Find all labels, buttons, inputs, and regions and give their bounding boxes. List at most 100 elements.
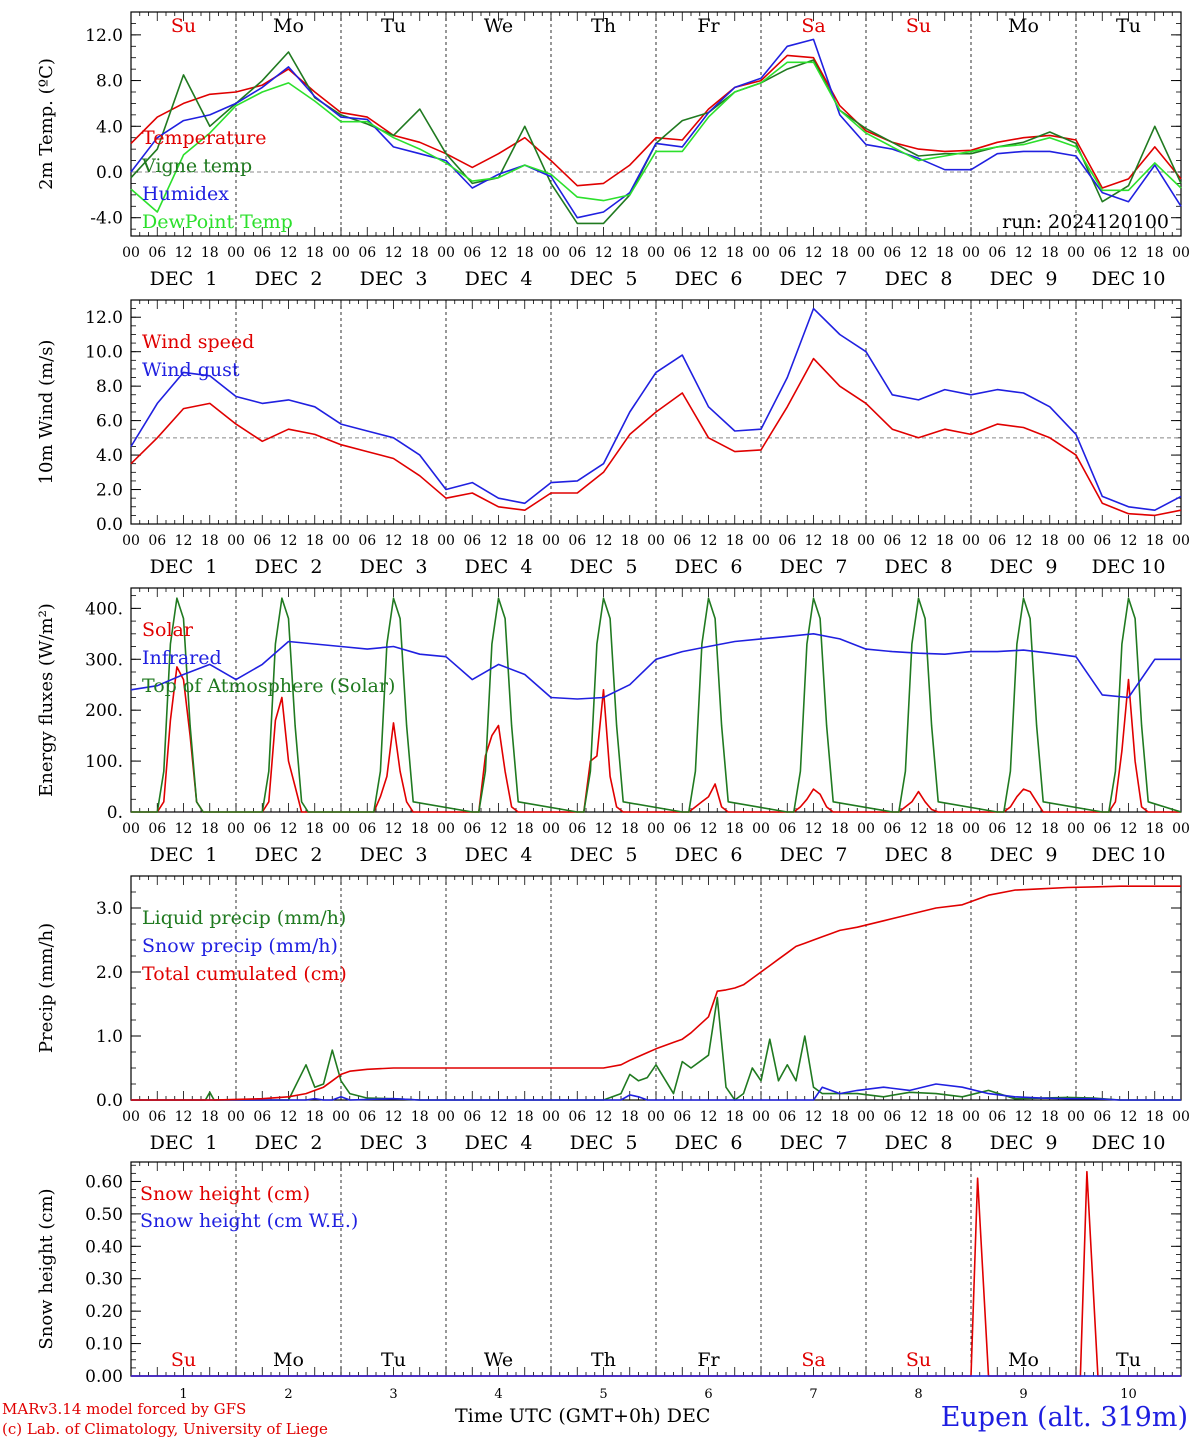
- hour-label: 18: [1146, 245, 1164, 261]
- hour-label: 18: [936, 533, 954, 549]
- day-number: 1: [179, 1387, 187, 1402]
- y-tick-label: 8.0: [96, 377, 123, 397]
- hour-label: 06: [778, 245, 796, 261]
- date-label: DEC 6: [675, 268, 743, 290]
- hour-label: 00: [752, 245, 770, 261]
- legend-entry: Snow height (cm): [140, 1183, 310, 1205]
- y-tick-label: 0.: [107, 803, 123, 823]
- hour-label: 06: [358, 821, 376, 837]
- hour-label: 12: [595, 1109, 613, 1125]
- hour-label: 18: [936, 245, 954, 261]
- hour-label: 00: [752, 533, 770, 549]
- hour-label: 18: [306, 821, 324, 837]
- hour-label: 18: [1041, 245, 1059, 261]
- y-tick-label: 0.00: [85, 1367, 123, 1387]
- date-label: DEC 2: [255, 1132, 323, 1154]
- hour-label: 06: [253, 821, 271, 837]
- date-label: DEC 1: [150, 556, 218, 578]
- hour-label: 06: [358, 245, 376, 261]
- hour-label: 18: [1146, 533, 1164, 549]
- hour-label: 12: [280, 1109, 298, 1125]
- hour-label: 00: [1172, 533, 1190, 549]
- hour-label: 00: [752, 821, 770, 837]
- panel-2: 0.0 2.0 4.0 6.0 8.0 10.0 12.0 10m Wind (m/s) Win…: [36, 299, 1190, 578]
- hour-label: 18: [201, 821, 219, 837]
- hour-label: 12: [385, 245, 403, 261]
- hour-label: 00: [227, 821, 245, 837]
- date-label: DEC 3: [360, 268, 428, 290]
- date-label: DEC 10: [1092, 268, 1166, 290]
- y-tick-label: 0.0: [96, 163, 123, 183]
- date-label: DEC 3: [360, 556, 428, 578]
- hour-label: 12: [1120, 533, 1138, 549]
- hour-label: 12: [280, 821, 298, 837]
- legend-entry: Wind gust: [142, 359, 240, 381]
- hour-label: 18: [621, 1109, 639, 1125]
- day-name: Su: [906, 15, 931, 37]
- hour-label: 12: [595, 821, 613, 837]
- day-number: 7: [809, 1387, 817, 1402]
- plot-frame: [130, 11, 1182, 237]
- hour-label: 12: [1015, 1109, 1033, 1125]
- hour-label: 06: [1093, 1109, 1111, 1125]
- y-tick-label: 0.30: [85, 1270, 123, 1290]
- hour-label: 00: [1172, 1109, 1190, 1125]
- hour-label: 00: [542, 533, 560, 549]
- hour-label: 12: [175, 821, 193, 837]
- hour-label: 06: [253, 245, 271, 261]
- y-tick-label: 8.0: [96, 72, 123, 92]
- series-dewpoint-temp: [130, 61, 1182, 213]
- hour-label: 12: [490, 1109, 508, 1125]
- y-tick-label: 400.: [85, 599, 123, 619]
- hour-label: 18: [831, 821, 849, 837]
- y-tick-label: 3.0: [96, 899, 123, 919]
- y-tick-label: 2.0: [96, 963, 123, 983]
- y-axis-label: Precip (mm/h): [36, 923, 57, 1053]
- hour-label: 00: [857, 821, 875, 837]
- hour-label: 12: [1120, 245, 1138, 261]
- hour-label: 18: [201, 533, 219, 549]
- hour-label: 06: [568, 533, 586, 549]
- hour-label: 12: [385, 821, 403, 837]
- hour-label: 18: [726, 1109, 744, 1125]
- hour-label: 00: [122, 1109, 140, 1125]
- hour-label: 00: [332, 1109, 350, 1125]
- legend-entry: Snow height (cm W.E.): [140, 1210, 358, 1232]
- hour-label: 12: [490, 533, 508, 549]
- hour-label: 00: [437, 533, 455, 549]
- hour-label: 12: [595, 533, 613, 549]
- date-label: DEC 5: [570, 844, 638, 866]
- date-label: DEC 9: [990, 1132, 1058, 1154]
- series-total-cumulated-cm: [131, 885, 1181, 1101]
- hour-label: 18: [936, 821, 954, 837]
- hour-label: 00: [1172, 245, 1190, 261]
- hour-label: 18: [831, 245, 849, 261]
- hour-label: 12: [280, 245, 298, 261]
- hour-label: 00: [332, 245, 350, 261]
- hour-label: 18: [621, 533, 639, 549]
- y-tick-label: 0.40: [85, 1237, 123, 1257]
- hour-label: 12: [175, 1109, 193, 1125]
- hour-label: 18: [516, 245, 534, 261]
- hour-label: 00: [962, 245, 980, 261]
- hour-label: 12: [700, 245, 718, 261]
- hour-label: 06: [673, 245, 691, 261]
- day-number: 6: [704, 1387, 712, 1402]
- series-snow-precip-mm-h: [131, 1083, 1181, 1101]
- hour-label: 06: [463, 1109, 481, 1125]
- date-label: DEC 7: [780, 844, 848, 866]
- hour-label: 00: [1067, 533, 1085, 549]
- hour-label: 06: [883, 533, 901, 549]
- hour-label: 00: [647, 1109, 665, 1125]
- hour-label: 18: [1146, 821, 1164, 837]
- date-label: DEC 8: [885, 268, 953, 290]
- day-number: 9: [1019, 1387, 1027, 1402]
- hour-label: 12: [595, 245, 613, 261]
- date-label: DEC 5: [570, 1132, 638, 1154]
- hour-label: 12: [700, 533, 718, 549]
- hour-label: 12: [910, 533, 928, 549]
- hour-label: 06: [883, 821, 901, 837]
- hour-label: 00: [437, 245, 455, 261]
- hour-label: 12: [1015, 245, 1033, 261]
- y-tick-label: 200.: [85, 701, 123, 721]
